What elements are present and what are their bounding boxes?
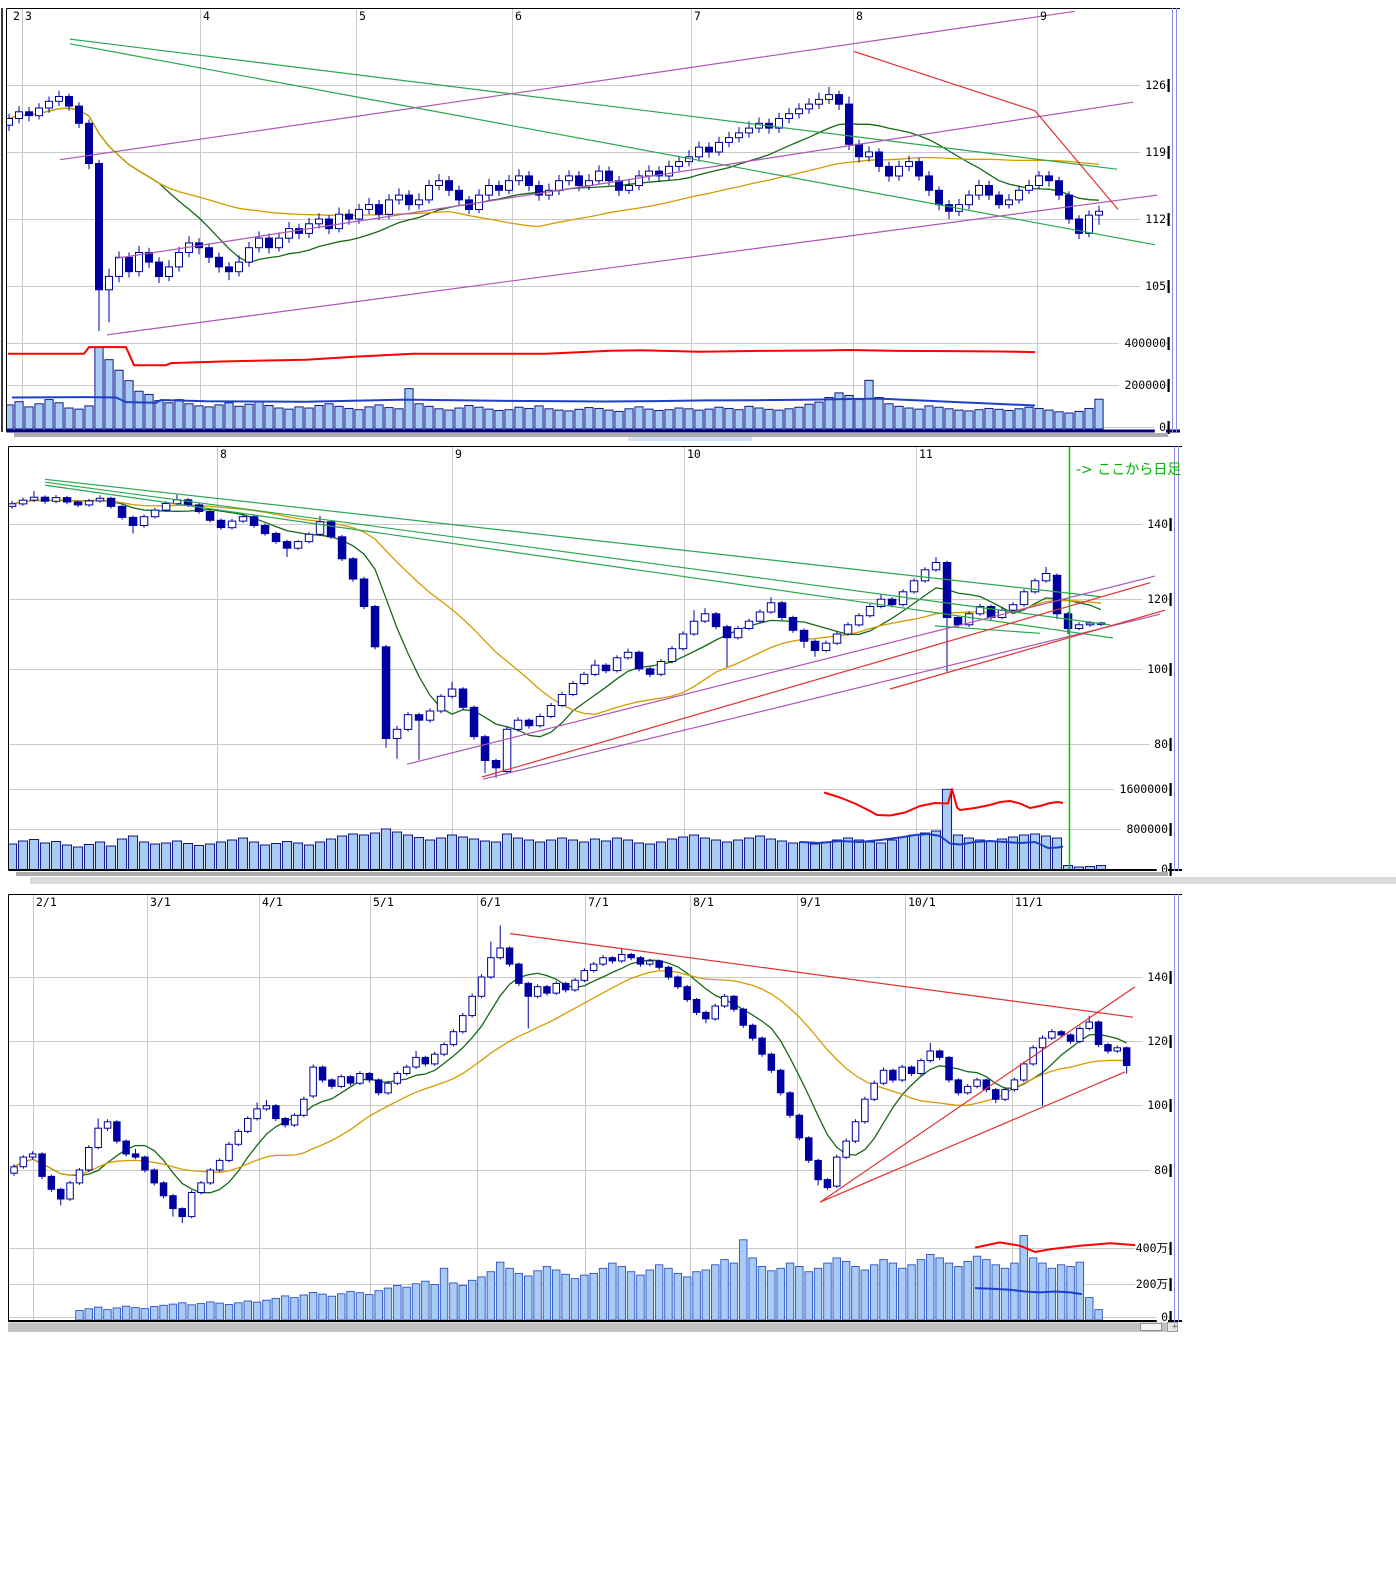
chart-window-middle: 140 120 100 80 1600000 800000 0 8 9 10 11 <box>8 446 1248 876</box>
svg-text:3/1: 3/1 <box>150 895 171 909</box>
svg-text:9/1: 9/1 <box>800 895 821 909</box>
svg-text:100: 100 <box>1147 1098 1168 1112</box>
svg-text:0: 0 <box>1159 420 1166 434</box>
chart-bottom-canvas[interactable]: 140 120 100 80 400万 200万 0 2/1 3/1 4/1 5/1 6/1 7/1 8/… <box>8 894 1248 1324</box>
svg-text:0: 0 <box>1161 1310 1168 1324</box>
svg-text:800000: 800000 <box>1126 822 1168 836</box>
svg-text:112: 112 <box>1145 212 1166 226</box>
resize-grip-icon: + <box>1172 1322 1178 1332</box>
chart-top-canvas[interactable]: 126 119 112 105 400000 200000 0 2 3 4 5 6 7 8 9 <box>6 8 1246 434</box>
svg-text:200000: 200000 <box>1124 378 1166 392</box>
window-edge-strip <box>30 877 1396 884</box>
svg-text:4/1: 4/1 <box>262 895 283 909</box>
svg-text:120: 120 <box>1147 1034 1168 1048</box>
svg-text:1600000: 1600000 <box>1120 782 1169 796</box>
svg-text:80: 80 <box>1154 1163 1168 1177</box>
daily-from-here-annotation: -> ここから日足 <box>1076 462 1182 478</box>
inter-chart-sliver <box>628 437 752 441</box>
svg-text:2/1: 2/1 <box>36 895 57 909</box>
svg-text:8: 8 <box>856 9 863 23</box>
chart-middle-canvas[interactable]: 140 120 100 80 1600000 800000 0 8 9 10 11 <box>8 446 1248 876</box>
svg-text:6: 6 <box>515 9 522 23</box>
scrollbar-thumb[interactable] <box>1140 1323 1162 1331</box>
svg-text:7/1: 7/1 <box>588 895 609 909</box>
svg-text:9: 9 <box>455 447 462 461</box>
svg-text:105: 105 <box>1145 279 1166 293</box>
svg-text:140: 140 <box>1147 517 1168 531</box>
svg-text:10/1: 10/1 <box>908 895 936 909</box>
chart-window-bottom: 140 120 100 80 400万 200万 0 2/1 3/1 4/1 5/1 6/1 7/1 8/… <box>8 894 1248 1324</box>
chart-middle-shadow <box>16 872 1168 876</box>
svg-text:4: 4 <box>203 9 210 23</box>
svg-text:140: 140 <box>1147 970 1168 984</box>
svg-text:400万: 400万 <box>1136 1241 1168 1255</box>
svg-text:11: 11 <box>919 447 933 461</box>
svg-text:9: 9 <box>1040 9 1047 23</box>
svg-text:2: 2 <box>13 9 20 23</box>
svg-text:5: 5 <box>359 9 366 23</box>
svg-text:6/1: 6/1 <box>480 895 501 909</box>
svg-text:100: 100 <box>1147 662 1168 676</box>
svg-text:10: 10 <box>687 447 701 461</box>
svg-text:8: 8 <box>220 447 227 461</box>
svg-text:126: 126 <box>1145 78 1166 92</box>
window-left-edge <box>1 8 3 432</box>
chart-top-shadow <box>14 433 1168 437</box>
horizontal-scrollbar[interactable] <box>8 1322 1178 1332</box>
svg-text:119: 119 <box>1145 145 1166 159</box>
svg-text:0: 0 <box>1161 862 1168 876</box>
svg-text:400000: 400000 <box>1124 336 1166 350</box>
svg-text:5/1: 5/1 <box>373 895 394 909</box>
svg-text:120: 120 <box>1147 592 1168 606</box>
svg-text:7: 7 <box>694 9 701 23</box>
scrollbar-button[interactable] <box>1167 1322 1178 1332</box>
chart-window-top: 126 119 112 105 400000 200000 0 2 3 4 5 6 7 8 9 <box>6 8 1246 434</box>
svg-text:3: 3 <box>25 9 32 23</box>
svg-text:11/1: 11/1 <box>1015 895 1043 909</box>
svg-text:8/1: 8/1 <box>693 895 714 909</box>
svg-text:80: 80 <box>1154 737 1168 751</box>
svg-text:200万: 200万 <box>1136 1277 1168 1291</box>
